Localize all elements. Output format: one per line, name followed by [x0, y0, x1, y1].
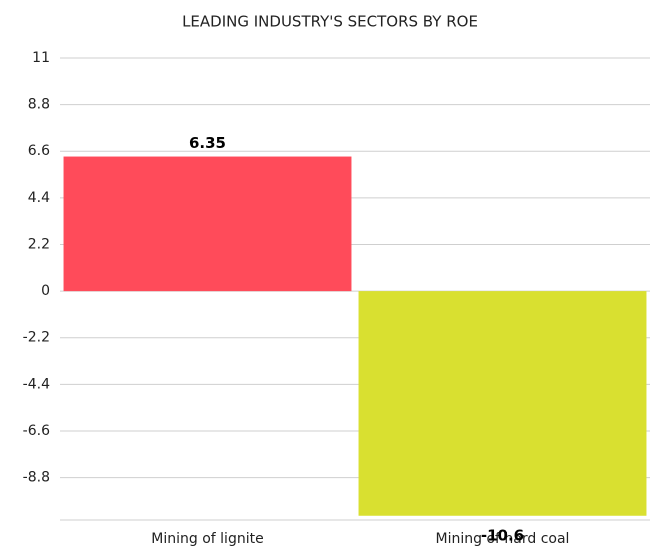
y-tick-label: 11 — [32, 50, 50, 66]
y-tick-label: 8.8 — [28, 97, 50, 113]
bar — [358, 291, 647, 516]
x-tick-label: Mining of lignite — [151, 531, 263, 546]
bar — [63, 156, 352, 292]
y-tick-label: -2.2 — [23, 330, 50, 346]
y-tick-label: 0 — [41, 283, 50, 299]
chart-title: LEADING INDUSTRY'S SECTORS BY ROE — [182, 13, 478, 31]
y-tick-label: 6.6 — [28, 143, 50, 159]
x-tick-label: Mining of hard coal — [436, 531, 570, 546]
value-label: -10.6 — [481, 526, 524, 544]
y-tick-label: -4.4 — [23, 376, 50, 392]
value-label: 6.35 — [189, 134, 226, 152]
y-tick-label: 2.2 — [28, 236, 50, 252]
y-tick-label: -6.6 — [23, 423, 50, 439]
y-tick-label: 4.4 — [28, 190, 50, 206]
y-tick-label: -8.8 — [23, 470, 50, 486]
